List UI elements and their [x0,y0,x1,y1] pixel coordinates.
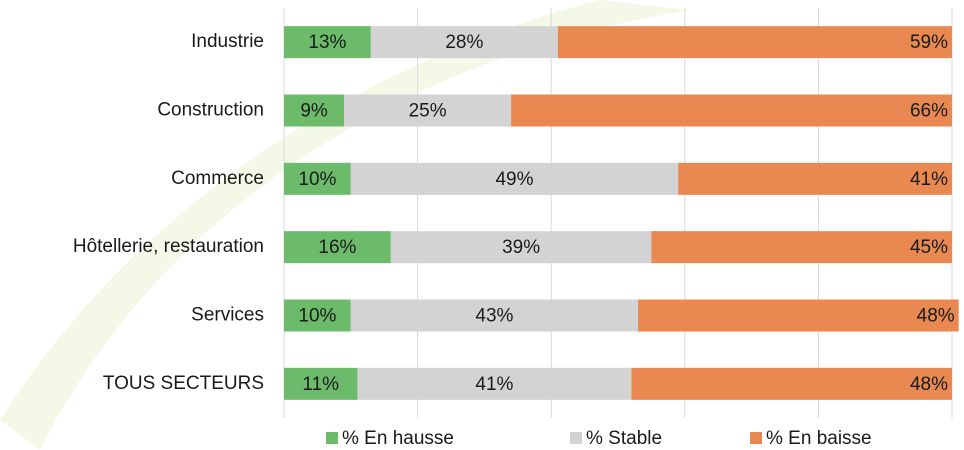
bar-segment [344,94,512,127]
bar-segment [284,231,391,264]
y-tick-label: Commerce [171,168,264,189]
data-label: 13% [308,32,346,53]
legend-swatch [570,432,582,444]
bar-segment [678,162,952,195]
bar-segment [370,26,558,59]
data-label: 11% [302,374,339,395]
bar-segment [350,162,679,195]
data-label: 41% [475,374,513,395]
legend-swatch [326,432,338,444]
bar-segment [284,367,358,400]
bar-segment [631,367,952,400]
bar-segment [557,26,952,59]
bar-segment [638,299,959,332]
bar-segment [511,94,952,127]
bar-segment [390,231,652,264]
data-label: 45% [910,237,948,258]
data-label: 43% [475,306,513,327]
y-tick-label: TOUS SECTEURS [103,373,264,394]
legend-label: % En hausse [342,428,454,449]
bar-segment [284,162,351,195]
data-label: 49% [495,169,533,190]
data-label: 41% [910,169,948,190]
bar-segment [357,367,632,400]
data-label: 16% [318,237,356,258]
data-label: 28% [445,32,483,53]
bar-segment [284,94,345,127]
data-label: 39% [502,237,540,258]
data-label: 9% [300,101,328,122]
y-tick-label: Services [191,305,264,326]
y-tick-label: Construction [157,100,264,121]
bar-segment [284,26,371,59]
legend-label: % En baisse [766,428,872,449]
bar-segment [651,231,952,264]
data-label: 25% [409,101,447,122]
legend-swatch [750,432,762,444]
data-label: 48% [917,306,955,327]
data-label: 48% [910,374,948,395]
legend-label: % Stable [586,428,662,449]
data-label: 10% [298,306,336,327]
bar-segment [284,299,351,332]
bar-segment [350,299,639,332]
y-tick-label: Hôtellerie, restauration [73,236,264,257]
data-label: 59% [910,32,948,53]
data-label: 66% [910,101,948,122]
y-tick-label: Industrie [191,31,264,52]
data-label: 10% [298,169,336,190]
